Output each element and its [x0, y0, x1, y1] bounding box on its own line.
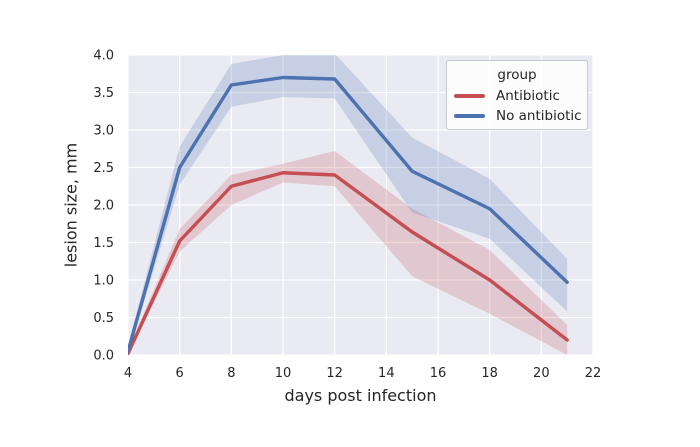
legend-item-label: No antibiotic [496, 108, 582, 124]
y-tick-label: 3.5 [93, 86, 114, 101]
x-tick-label: 6 [176, 366, 184, 381]
x-tick-label: 8 [227, 366, 235, 381]
y-tick-label: 4.0 [93, 49, 114, 64]
legend-item-label: Antibiotic [496, 88, 560, 104]
no-antibiotic-line-swatch [454, 114, 485, 118]
confidence-band-antibiotic [128, 151, 568, 355]
y-tick-label: 2.0 [93, 199, 114, 214]
x-tick-label: 10 [275, 366, 292, 381]
x-tick-label: 14 [378, 366, 395, 381]
x-tick-label: 20 [533, 366, 550, 381]
y-tick-label: 1.0 [93, 274, 114, 289]
legend-item-no-antibiotic: No antibiotic [447, 106, 587, 126]
x-tick-label: 12 [326, 366, 343, 381]
antibiotic-line-swatch [454, 94, 485, 98]
legend-title: group [497, 67, 537, 83]
x-tick-label: 4 [124, 366, 132, 381]
x-tick-label: 18 [481, 366, 498, 381]
y-tick-label: 0.0 [93, 349, 114, 364]
x-tick-label: 22 [585, 366, 602, 381]
y-tick-label: 3.0 [93, 124, 114, 139]
x-axis-label: days post infection [284, 386, 437, 405]
legend-item-antibiotic: Antibiotic [447, 86, 587, 106]
legend: group Antibiotic No antibiotic [446, 60, 588, 130]
y-tick-label: 1.5 [93, 236, 114, 251]
series-line-antibiotic [128, 171, 569, 355]
x-tick-label: 16 [430, 366, 447, 381]
y-tick-label: 2.5 [93, 161, 114, 176]
y-tick-label: 0.5 [93, 311, 114, 326]
series-line-no-antibiotic [128, 75, 569, 353]
y-axis-label: lesion size, mm [61, 142, 81, 268]
